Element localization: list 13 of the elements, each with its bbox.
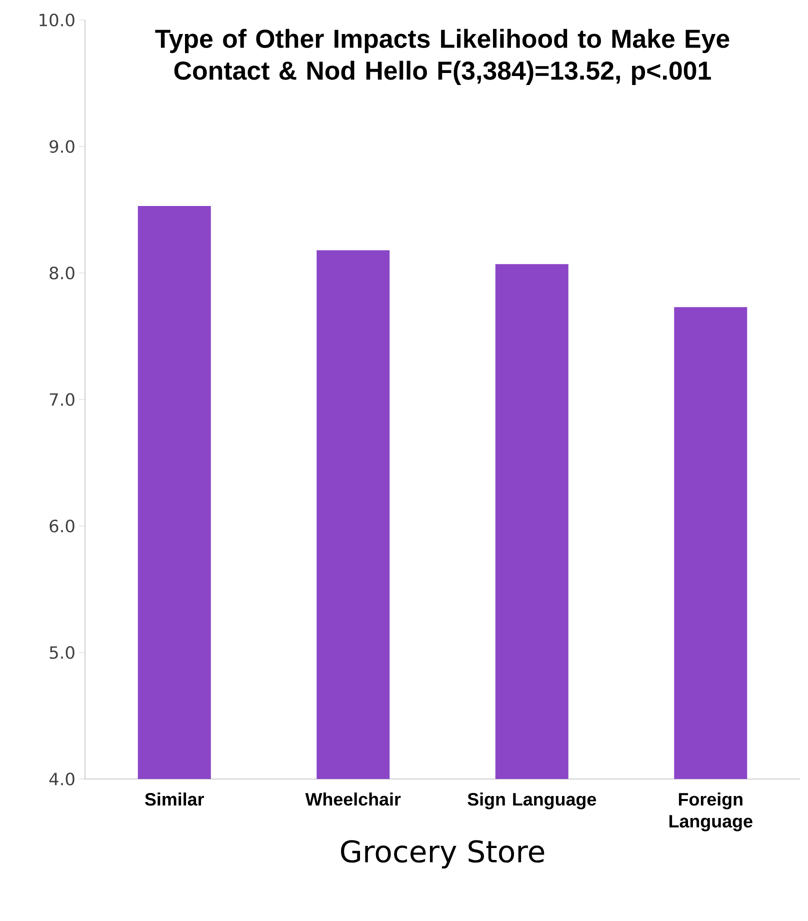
x-tick-label: Wheelchair [305,792,401,806]
x-axis-title: Grocery Store [340,840,544,868]
y-tick-label: 10.0 [40,14,74,26]
y-tick-label: 8.0 [50,266,74,280]
y-tick-label: 6.0 [50,520,74,532]
y-tick-label: 7.0 [50,393,74,406]
y-tick-label: 9.0 [50,140,74,153]
x-tick-label: Foreign Language [669,792,752,832]
y-tick-label: 5.0 [50,646,74,659]
x-tick-label: Sign Language [468,792,596,810]
x-tick-label: Similar [144,792,204,806]
text: Type of Other Impacts Likelihood to Make Eye Contact & Nod Hello F(3,384)=13.52, p<.001 [155,28,730,85]
y-tick-label: 4.0 [49,772,74,786]
